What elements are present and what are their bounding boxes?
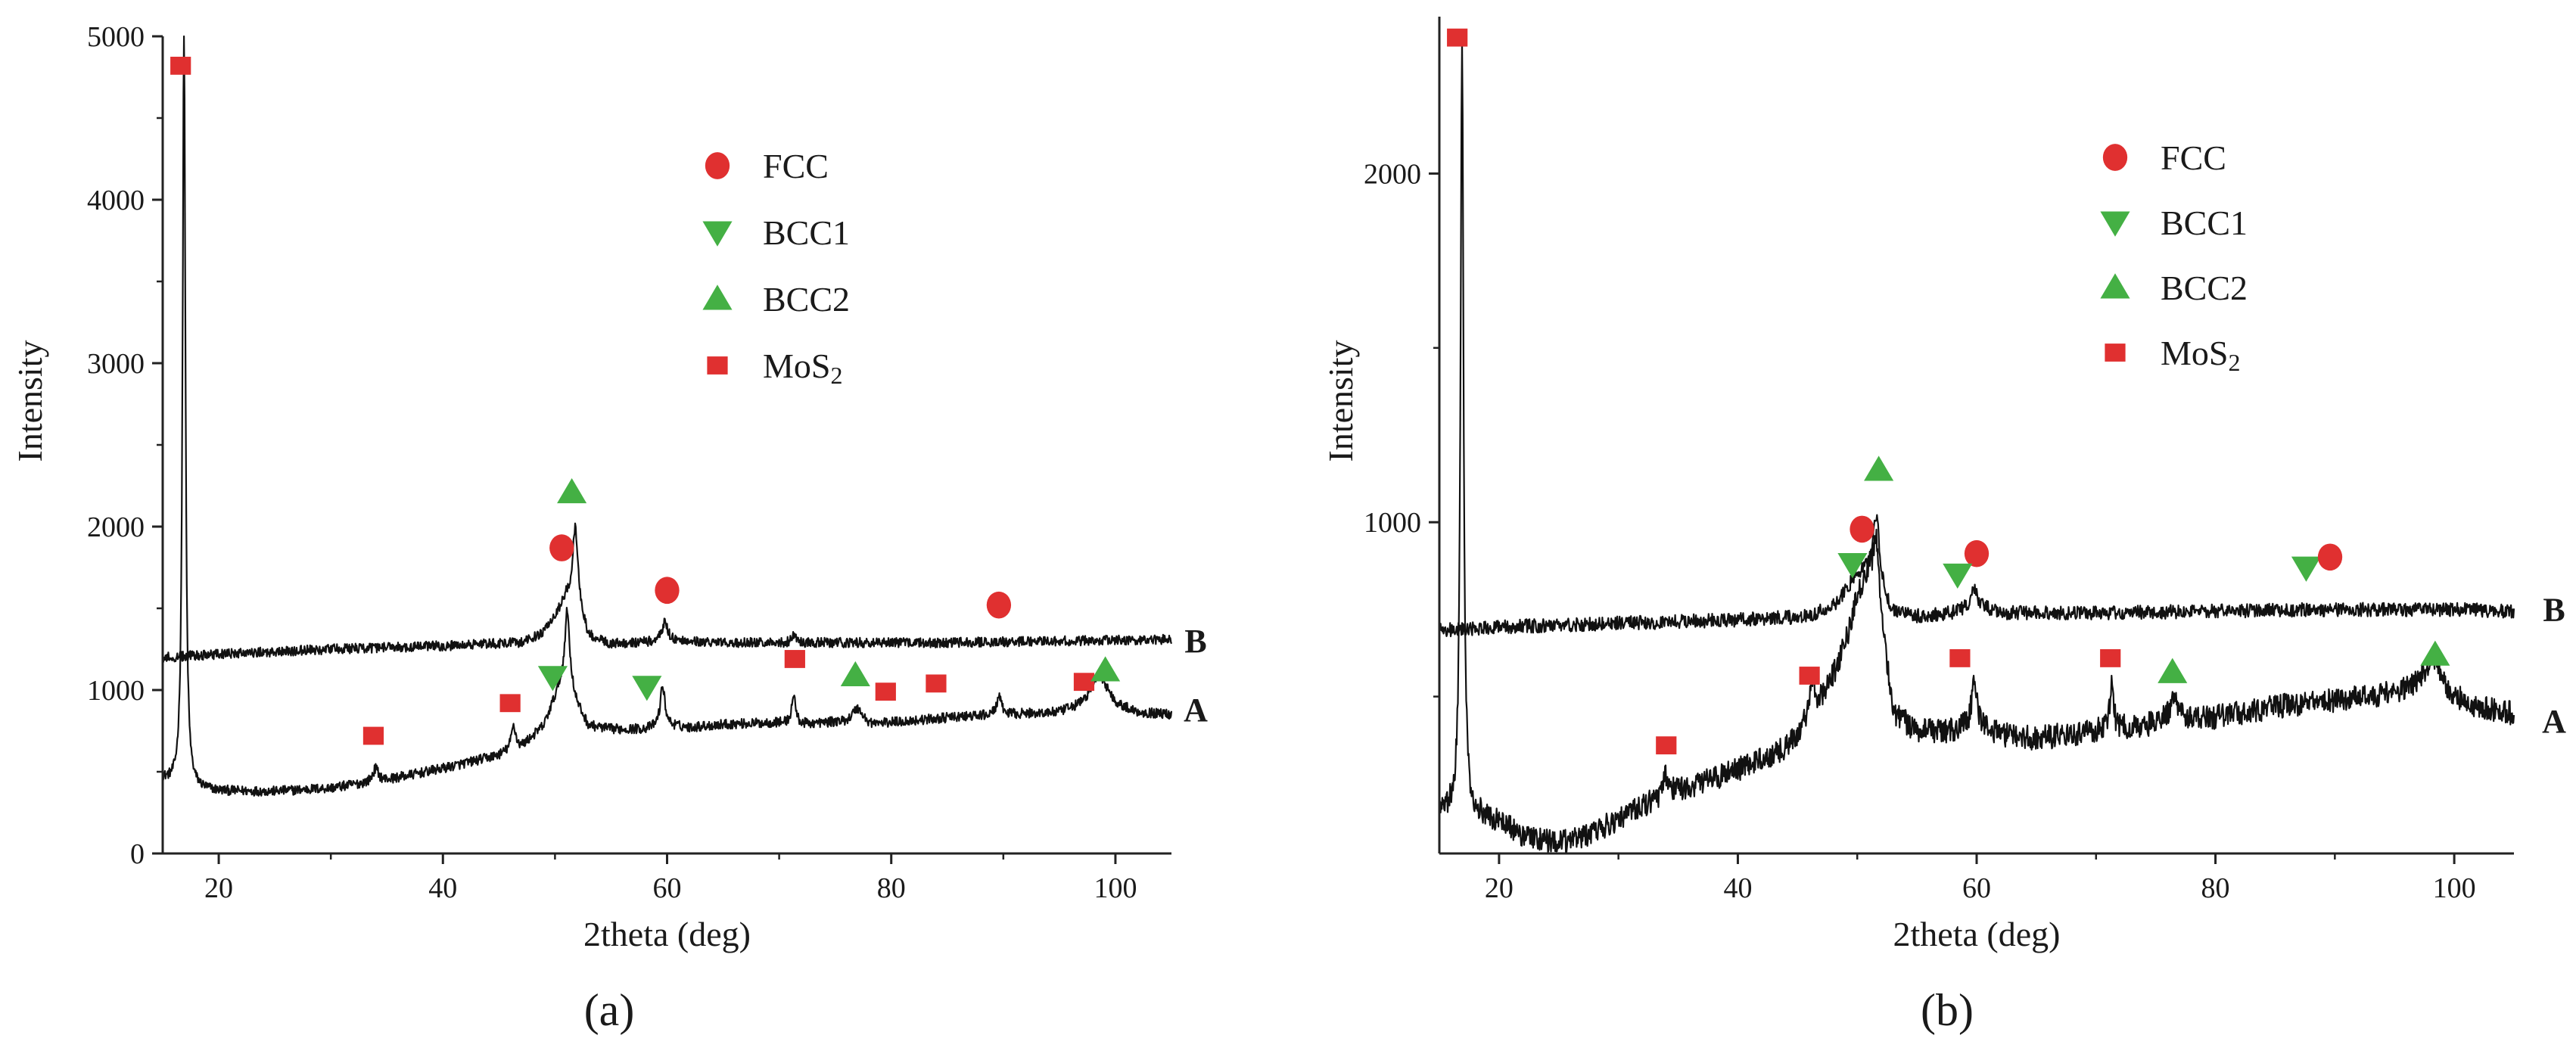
curve-label-B: B	[1184, 623, 1206, 660]
series-B-line	[1438, 514, 2515, 638]
legend-circle-icon	[2102, 144, 2128, 171]
triangle-down-marker	[1837, 553, 1868, 579]
panel-a: (a) 20 40 60 80 1000100020003000400050002the…	[11, 21, 1208, 1035]
legend-subscript: 2	[2228, 349, 2240, 376]
x-axis-title: 2theta (deg)	[1893, 915, 2061, 953]
square-marker	[926, 674, 947, 693]
legend-triangle-down-icon	[2100, 211, 2130, 237]
triangle-down-marker	[632, 676, 662, 701]
square-marker	[875, 682, 896, 701]
triangle-down-marker	[537, 666, 568, 692]
legend-triangle-up-icon	[2100, 273, 2130, 299]
y-tick-label: 2000	[1364, 158, 1421, 190]
series-A-line	[1438, 39, 2515, 854]
triangle-down-marker	[1943, 563, 1973, 589]
x-tick-label: 80	[877, 872, 906, 904]
legend-label-bcc1: BCC1	[2161, 204, 2248, 242]
legend-triangle-up-icon	[702, 284, 733, 310]
legend-label-bcc2: BCC2	[2161, 269, 2248, 307]
x-tick-label: 100	[1094, 872, 1137, 904]
legend-label-bcc1: BCC1	[763, 213, 850, 252]
y-tick-label: 1000	[87, 675, 145, 707]
triangle-up-marker	[1864, 455, 1894, 481]
x-tick-label: 60	[1962, 872, 1991, 904]
triangle-up-marker	[557, 477, 587, 504]
y-tick-label: 2000	[87, 511, 145, 543]
square-marker	[1799, 667, 1820, 685]
x-tick-label: 40	[428, 872, 457, 904]
panel-b: (b) 20 40 60 80 100 1000 2000 2theta (deg) Inten…	[1321, 17, 2566, 1035]
x-tick-label: 20	[1485, 872, 1514, 904]
triangle-up-marker	[2158, 658, 2188, 683]
circle-marker	[1850, 515, 1874, 543]
square-marker	[1949, 649, 1971, 667]
legend-circle-icon	[705, 152, 730, 179]
circle-marker	[986, 591, 1012, 619]
square-marker	[170, 56, 191, 75]
square-marker	[2100, 649, 2121, 667]
legend-label-mos2: MoS2	[2161, 334, 2240, 376]
y-axis-title: Intensity	[1321, 340, 1360, 462]
legend-label-mos2: MoS2	[763, 347, 842, 389]
x-tick-label: 40	[1723, 872, 1752, 904]
y-tick-label: 1000	[1364, 507, 1421, 539]
series-B-line	[162, 522, 1173, 664]
curve-label-A: A	[2542, 703, 2566, 740]
y-tick-label: 0	[130, 838, 145, 870]
panel-a-label: (a)	[584, 985, 635, 1035]
square-marker	[499, 694, 521, 713]
y-axis-title: Intensity	[11, 340, 49, 462]
circle-marker	[2317, 543, 2343, 571]
square-marker	[362, 726, 384, 745]
y-tick-label: 3000	[87, 348, 145, 380]
square-marker	[784, 650, 805, 668]
circle-marker	[1964, 539, 1990, 567]
y-tick-label: 4000	[87, 185, 145, 216]
legend-subscript: 2	[830, 362, 842, 389]
triangle-up-marker	[840, 661, 870, 687]
x-tick-label: 20	[204, 872, 233, 904]
square-marker	[1656, 736, 1677, 755]
circle-marker	[549, 534, 574, 561]
x-tick-label: 100	[2433, 872, 2476, 904]
square-marker	[1073, 673, 1095, 692]
series-A-line	[162, 35, 1173, 797]
legend-label-bcc2: BCC2	[763, 280, 850, 319]
curve-label-B: B	[2543, 591, 2565, 628]
y-tick-label: 5000	[87, 21, 145, 53]
legend-square-icon	[2105, 344, 2126, 362]
legend-square-icon	[707, 356, 728, 375]
x-tick-label: 60	[653, 872, 682, 904]
x-tick-label: 80	[2201, 872, 2230, 904]
panel-b-label: (b)	[1921, 985, 1974, 1035]
triangle-down-marker	[2291, 556, 2322, 582]
legend-label-fcc: FCC	[763, 147, 829, 185]
legend-triangle-down-icon	[702, 221, 733, 247]
x-axis-title: 2theta (deg)	[583, 915, 751, 953]
triangle-up-marker	[1090, 656, 1121, 682]
square-marker	[1447, 28, 1468, 47]
legend-label-fcc: FCC	[2161, 138, 2226, 177]
triangle-up-marker	[2420, 640, 2450, 666]
circle-marker	[655, 577, 680, 605]
curve-label-A: A	[1184, 692, 1208, 729]
